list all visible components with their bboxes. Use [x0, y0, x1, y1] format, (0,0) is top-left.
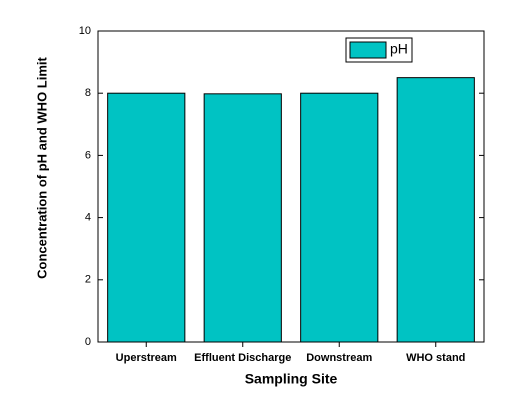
x-tick-label: Effluent Discharge	[194, 352, 291, 364]
y-tick-label: 4	[85, 212, 91, 224]
x-axis-label: Sampling Site	[245, 371, 338, 387]
x-tick-label: Downstream	[306, 352, 372, 364]
bar	[107, 92, 186, 343]
y-tick-label: 10	[79, 25, 91, 37]
bar	[300, 92, 379, 343]
y-axis-label: Concentration of pH and WHO Limit	[34, 56, 49, 278]
plot-frame	[97, 30, 485, 343]
y-tick-label: 0	[85, 336, 91, 348]
x-tick-label: WHO stand	[406, 352, 465, 364]
legend-swatch	[349, 41, 387, 59]
y-tick-label: 8	[85, 87, 91, 99]
legend-box	[345, 37, 413, 63]
y-tick-label: 2	[85, 274, 91, 286]
x-tick-label: Uperstream	[116, 352, 177, 364]
bar	[396, 77, 475, 343]
bar	[203, 93, 282, 343]
legend-label: pH	[390, 41, 408, 57]
y-tick-label: 6	[85, 149, 91, 161]
